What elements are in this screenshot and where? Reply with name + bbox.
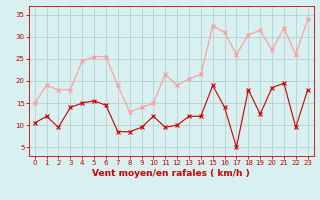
X-axis label: Vent moyen/en rafales ( km/h ): Vent moyen/en rafales ( km/h ) xyxy=(92,169,250,178)
